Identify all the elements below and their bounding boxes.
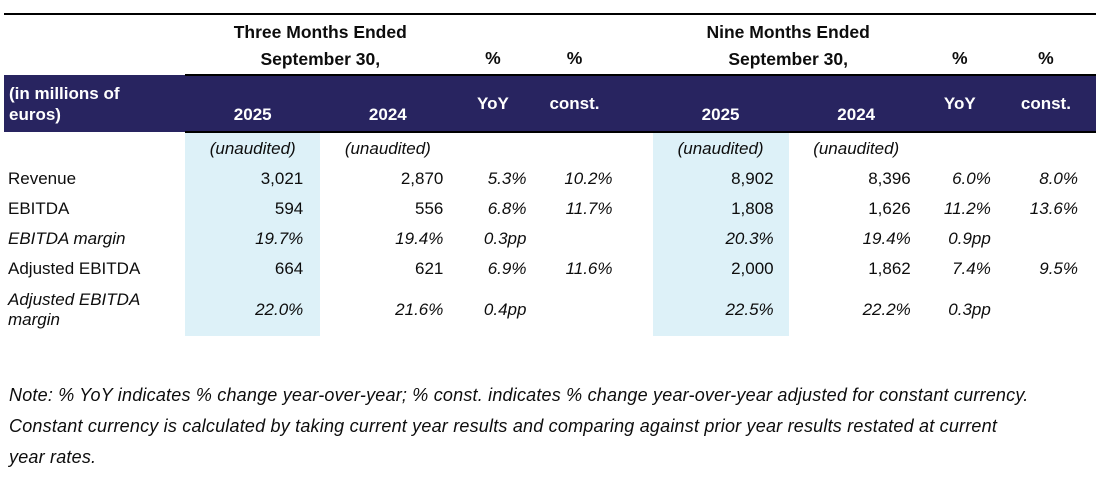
cell-9m-2024: 1,626 — [868, 199, 911, 218]
cell-9m-const — [996, 284, 1096, 336]
footnote-line: year rates. — [9, 447, 97, 467]
col-header-9m-2025: 2025 — [652, 75, 789, 133]
cell-3m-const: 11.7% — [565, 199, 613, 218]
cell-9m-2024: 1,862 — [868, 259, 911, 278]
table-row-revenue: Revenue 3,021 2,870 5.3% 10.2% 8,902 8,3… — [4, 164, 1096, 194]
col-header-3m-const: const. — [530, 75, 619, 133]
unit-label: (in millions of euros) — [9, 83, 120, 124]
cell-3m-yoy: 0.3pp — [483, 229, 527, 248]
cell-3m-yoy: 6.9% — [487, 259, 527, 278]
cell-3m-2025: 22.0% — [185, 284, 321, 336]
cell-9m-2024: 8,396 — [868, 169, 911, 188]
col-header-3m-2024: 2024 — [320, 75, 456, 133]
cell-9m-yoy: 7.4% — [952, 259, 991, 278]
cell-3m-2024: 21.6% — [395, 300, 444, 319]
cell-3m-2024: 2,870 — [400, 169, 444, 188]
cell-9m-yoy: 0.9pp — [948, 229, 991, 248]
pct-header-9m-yoy: % — [923, 13, 996, 76]
row-label: EBITDA margin — [8, 229, 126, 248]
cell-9m-2024: 22.2% — [862, 300, 911, 319]
unaudited-9m-2025: (unaudited) — [652, 132, 789, 164]
row-label: Adjusted EBITDA margin — [4, 284, 185, 336]
cell-9m-yoy: 0.3pp — [948, 300, 991, 319]
column-header-row: (in millions of euros) 2025 2024 YoY con… — [4, 75, 1096, 133]
pct-header-3m-const: % — [530, 13, 619, 76]
row-label-text: Adjusted EBITDA margin — [8, 290, 140, 329]
cell-3m-2024: 621 — [415, 259, 444, 278]
unaudited-3m-2025: (unaudited) — [185, 132, 321, 164]
period-header-nine-months: Nine Months Ended September 30, — [652, 13, 924, 76]
row-label: Revenue — [8, 169, 77, 188]
pct-header-3m-yoy: % — [455, 13, 531, 76]
cell-9m-const: 9.5% — [1039, 259, 1078, 278]
cell-9m-2025: 2,000 — [652, 254, 789, 284]
row-label: EBITDA — [8, 199, 70, 218]
empty-cell — [530, 132, 618, 164]
col-header-3m-2025: 2025 — [185, 75, 321, 133]
cell-9m-2024: 19.4% — [862, 229, 911, 248]
col-header-9m-2024: 2024 — [788, 75, 924, 133]
cell-3m-yoy: 5.3% — [487, 169, 527, 188]
cell-9m-yoy: 6.0% — [952, 169, 991, 188]
cell-3m-2025: 664 — [185, 254, 321, 284]
section-gap — [618, 75, 653, 133]
cell-3m-2024: 19.4% — [395, 229, 444, 248]
corner-spacer — [4, 13, 186, 75]
cell-3m-const — [530, 224, 618, 254]
cell-3m-const: 11.6% — [565, 259, 613, 278]
empty-cell — [996, 132, 1096, 164]
unaudited-9m-2024: (unaudited) — [813, 138, 900, 158]
cell-9m-2025: 8,902 — [652, 164, 789, 194]
col-header-3m-yoy: YoY — [455, 75, 531, 133]
section-gap — [619, 254, 653, 284]
col-header-9m-const: const. — [995, 75, 1096, 133]
row-label — [4, 132, 185, 164]
period-line-1: Three Months Ended — [233, 22, 407, 42]
section-gap — [619, 164, 653, 194]
cell-3m-const: 10.2% — [564, 169, 613, 188]
cell-3m-yoy: 6.8% — [487, 199, 527, 218]
financial-results-table-section: Three Months Ended September 30, % % Nin… — [4, 13, 1107, 473]
financial-results-table: Three Months Ended September 30, % % Nin… — [4, 13, 1096, 336]
cell-3m-2025: 19.7% — [185, 224, 321, 254]
empty-cell — [455, 132, 530, 164]
cell-3m-2025: 594 — [185, 194, 321, 224]
section-gap — [619, 284, 653, 336]
cell-3m-2024: 556 — [415, 199, 444, 218]
cell-9m-2025: 20.3% — [652, 224, 789, 254]
section-gap — [618, 13, 653, 76]
section-gap — [619, 132, 653, 164]
footnote-line: Constant currency is calculated by takin… — [9, 416, 998, 436]
unaudited-3m-2024: (unaudited) — [344, 138, 431, 158]
pct-header-9m-const: % — [995, 13, 1096, 76]
cell-9m-yoy: 11.2% — [943, 199, 991, 218]
section-gap — [619, 224, 653, 254]
footnote-line: Note: % YoY indicates % change year-over… — [9, 385, 1029, 405]
table-row-adjusted-ebitda: Adjusted EBITDA 664 621 6.9% 11.6% 2,000… — [4, 254, 1096, 284]
cell-3m-const — [530, 284, 618, 336]
table-row-adjusted-ebitda-margin: Adjusted EBITDA margin 22.0% 21.6% 0.4pp… — [4, 284, 1096, 336]
cell-9m-const — [996, 224, 1096, 254]
period-header-row: Three Months Ended September 30, % % Nin… — [4, 13, 1096, 76]
period-header-three-months: Three Months Ended September 30, — [185, 13, 456, 76]
period-line-1: Nine Months Ended — [706, 22, 870, 42]
cell-9m-2025: 1,808 — [652, 194, 789, 224]
footnote: Note: % YoY indicates % change year-over… — [9, 380, 1107, 473]
period-line-2: September 30, — [260, 49, 381, 69]
cell-9m-const: 13.6% — [1029, 199, 1078, 218]
unit-label-cell: (in millions of euros) — [4, 75, 186, 132]
section-gap — [619, 194, 653, 224]
col-header-9m-yoy: YoY — [923, 75, 996, 133]
table-row-ebitda: EBITDA 594 556 6.8% 11.7% 1,808 1,626 11… — [4, 194, 1096, 224]
cell-3m-2025: 3,021 — [185, 164, 321, 194]
cell-9m-const: 8.0% — [1039, 169, 1078, 188]
table-row-ebitda-margin: EBITDA margin 19.7% 19.4% 0.3pp 20.3% 19… — [4, 224, 1096, 254]
row-label: Adjusted EBITDA — [8, 259, 141, 278]
empty-cell — [924, 132, 996, 164]
cell-3m-yoy: 0.4pp — [483, 300, 527, 319]
period-line-2: September 30, — [728, 49, 848, 69]
cell-9m-2025: 22.5% — [652, 284, 789, 336]
unaudited-row: (unaudited) (unaudited) (unaudited) (una… — [4, 132, 1096, 164]
